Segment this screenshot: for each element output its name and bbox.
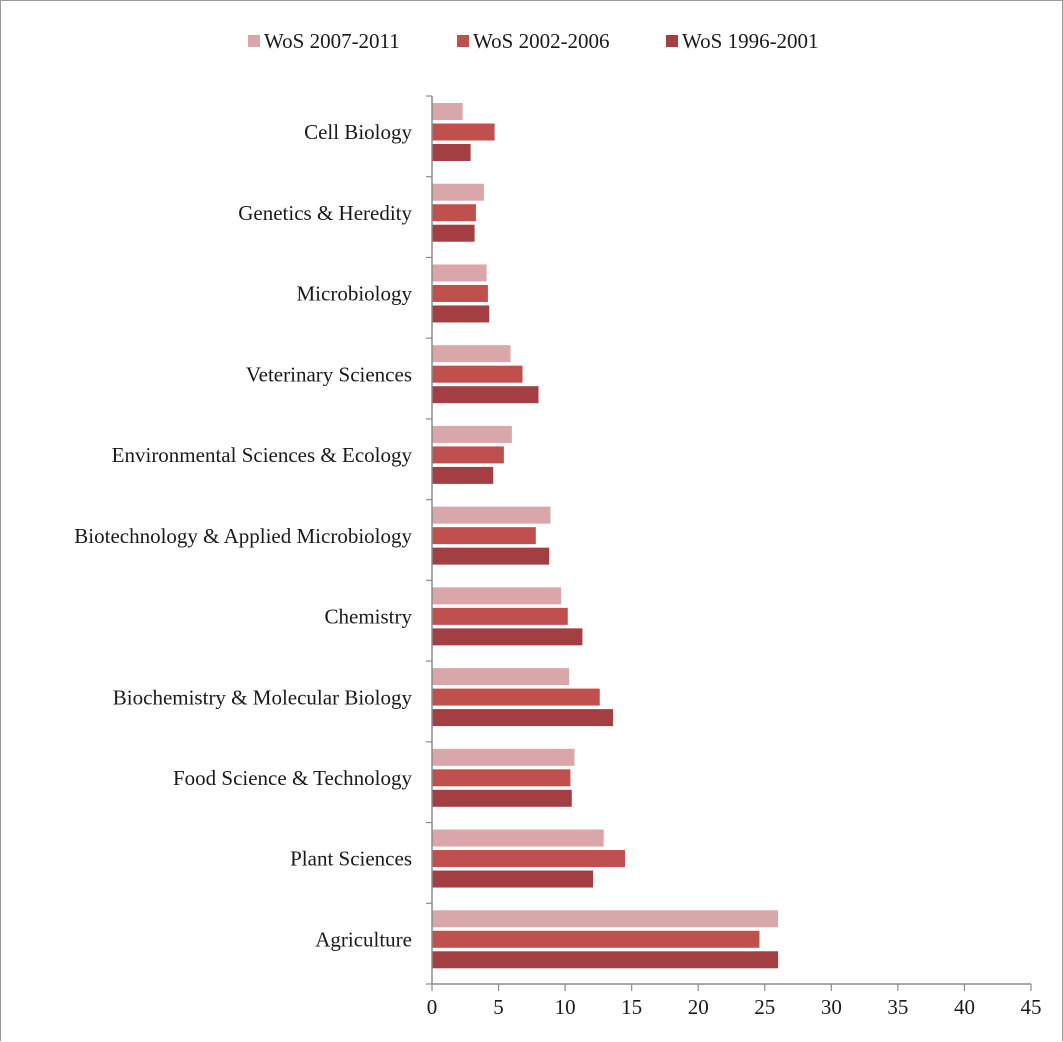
bar-biochemistry-molecular-biology-wos-1996-2001 — [432, 709, 614, 727]
category-labels: Cell Biology Genetics & Heredity Microbiol… — [74, 120, 412, 951]
legend-swatch-wos-2002-2006 — [457, 35, 469, 47]
bar-group-veterinary-sciences — [432, 345, 539, 404]
axes — [426, 95, 1032, 991]
bar-food-science-technology-wos-2002-2006 — [432, 769, 571, 787]
bar-food-science-technology-wos-2007-2011 — [432, 748, 575, 766]
legend-swatch-wos-2007-2011 — [248, 35, 260, 47]
category-label-food-science-technology: Food Science & Technology — [173, 766, 413, 790]
bar-chemistry-wos-2007-2011 — [432, 587, 562, 605]
bar-plant-sciences-wos-1996-2001 — [432, 870, 594, 888]
legend-item-wos-2007-2011: WoS 2007-2011 — [248, 29, 400, 53]
x-tick-label-25: 25 — [754, 995, 775, 1019]
x-tick-label-30: 30 — [821, 995, 842, 1019]
bar-veterinary-sciences-wos-2002-2006 — [432, 365, 523, 383]
bar-biotechnology-applied-microbiology-wos-2002-2006 — [432, 527, 536, 545]
bar-environmental-sciences-ecology-wos-1996-2001 — [432, 466, 494, 484]
bar-microbiology-wos-2002-2006 — [432, 284, 488, 302]
legend-item-wos-1996-2001: WoS 1996-2001 — [666, 29, 819, 53]
category-label-biotechnology-applied-microbiology: Biotechnology & Applied Microbiology — [74, 524, 412, 548]
bar-veterinary-sciences-wos-1996-2001 — [432, 386, 539, 404]
bar-biotechnology-applied-microbiology-wos-1996-2001 — [432, 547, 550, 565]
category-label-environmental-sciences-ecology: Environmental Sciences & Ecology — [112, 443, 413, 467]
bar-group-plant-sciences — [432, 829, 626, 888]
bar-chemistry-wos-1996-2001 — [432, 628, 583, 646]
bar-biotechnology-applied-microbiology-wos-2007-2011 — [432, 506, 551, 524]
category-label-cell-biology: Cell Biology — [304, 120, 412, 144]
legend-label-wos-1996-2001: WoS 1996-2001 — [682, 29, 819, 53]
x-tick-labels: 0 5 10 15 20 25 30 35 40 45 — [427, 995, 1042, 1019]
bar-group-microbiology — [432, 264, 490, 323]
x-tick-label-40: 40 — [954, 995, 975, 1019]
bar-agriculture-wos-2002-2006 — [432, 930, 760, 948]
category-label-genetics-heredity: Genetics & Heredity — [238, 201, 412, 225]
category-label-agriculture: Agriculture — [315, 927, 412, 951]
category-label-plant-sciences: Plant Sciences — [290, 847, 412, 871]
bar-cell-biology-wos-2002-2006 — [432, 123, 495, 141]
legend: WoS 2007-2011 WoS 2002-2006 WoS 1996-2001 — [248, 29, 819, 53]
bar-agriculture-wos-1996-2001 — [432, 951, 779, 969]
bar-microbiology-wos-1996-2001 — [432, 305, 490, 323]
bar-biochemistry-molecular-biology-wos-2002-2006 — [432, 688, 600, 706]
bar-veterinary-sciences-wos-2007-2011 — [432, 345, 511, 363]
bar-group-agriculture — [432, 910, 779, 969]
bar-group-biochemistry-molecular-biology — [432, 668, 614, 727]
bar-group-biotechnology-applied-microbiology — [432, 506, 551, 565]
bar-group-environmental-sciences-ecology — [432, 425, 512, 484]
x-tick-label-45: 45 — [1021, 995, 1042, 1019]
bar-group-chemistry — [432, 587, 583, 646]
category-label-chemistry: Chemistry — [325, 605, 413, 629]
category-label-biochemistry-molecular-biology: Biochemistry & Molecular Biology — [113, 685, 413, 709]
bar-genetics-heredity-wos-1996-2001 — [432, 224, 475, 242]
bar-plant-sciences-wos-2002-2006 — [432, 850, 626, 868]
x-tick-label-0: 0 — [427, 995, 438, 1019]
x-tick-label-15: 15 — [621, 995, 642, 1019]
bar-agriculture-wos-2007-2011 — [432, 910, 779, 928]
x-tick-label-5: 5 — [493, 995, 504, 1019]
bar-environmental-sciences-ecology-wos-2007-2011 — [432, 425, 512, 443]
bar-group-food-science-technology — [432, 748, 575, 807]
category-label-veterinary-sciences: Veterinary Sciences — [246, 362, 412, 386]
bar-group-cell-biology — [432, 103, 495, 161]
bar-microbiology-wos-2007-2011 — [432, 264, 487, 282]
bar-plant-sciences-wos-2007-2011 — [432, 829, 604, 847]
bar-cell-biology-wos-1996-2001 — [432, 144, 471, 161]
legend-label-wos-2002-2006: WoS 2002-2006 — [473, 29, 610, 53]
legend-label-wos-2007-2011: WoS 2007-2011 — [264, 29, 400, 53]
bar-cell-biology-wos-2007-2011 — [432, 103, 463, 120]
bar-biochemistry-molecular-biology-wos-2007-2011 — [432, 668, 570, 686]
bars — [432, 103, 779, 969]
x-tick-label-35: 35 — [887, 995, 908, 1019]
bar-genetics-heredity-wos-2002-2006 — [432, 204, 476, 222]
bar-group-genetics-heredity — [432, 183, 484, 242]
legend-item-wos-2002-2006: WoS 2002-2006 — [457, 29, 610, 53]
legend-swatch-wos-1996-2001 — [666, 35, 678, 47]
bar-genetics-heredity-wos-2007-2011 — [432, 183, 484, 201]
bar-food-science-technology-wos-1996-2001 — [432, 789, 572, 807]
x-tick-label-20: 20 — [688, 995, 709, 1019]
bar-chemistry-wos-2002-2006 — [432, 607, 568, 625]
category-label-microbiology: Microbiology — [297, 282, 413, 306]
bar-environmental-sciences-ecology-wos-2002-2006 — [432, 446, 504, 464]
x-tick-label-10: 10 — [555, 995, 576, 1019]
